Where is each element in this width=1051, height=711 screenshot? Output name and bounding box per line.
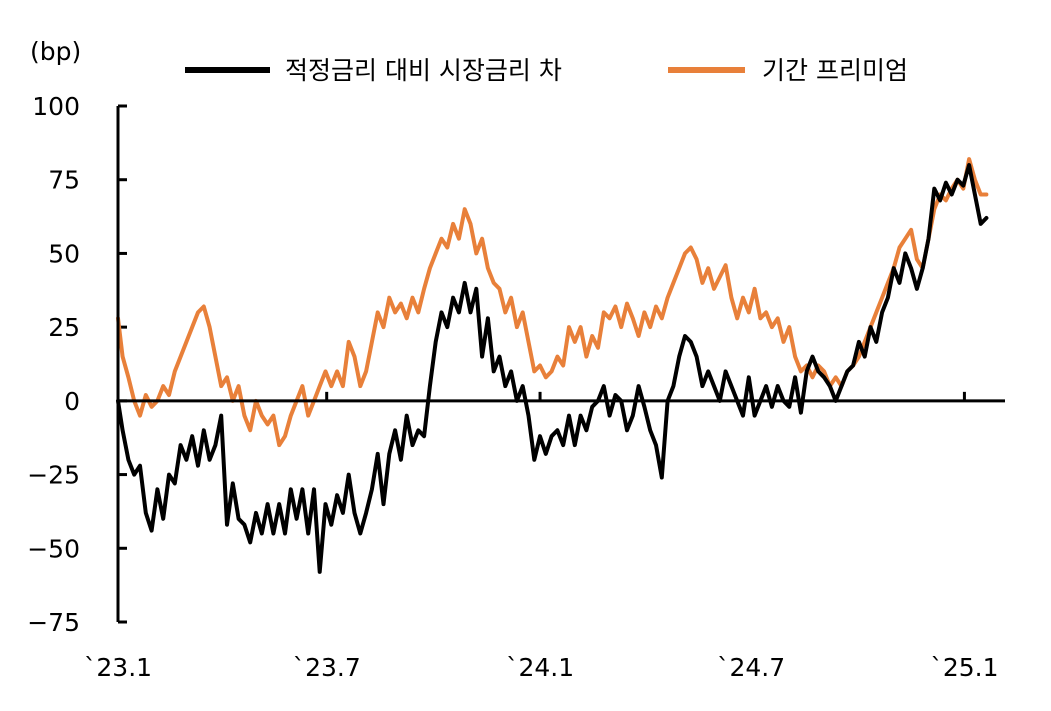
- y-tick-label: 50: [48, 239, 80, 268]
- y-axis-ticks: 100 75 50 25 0 −25 −50 −75: [27, 92, 127, 637]
- legend-label-series-1: 적정금리 대비 시장금리 차: [285, 56, 562, 85]
- legend-label-series-2: 기간 프리미엄: [762, 56, 908, 85]
- y-tick-label: 100: [32, 92, 80, 121]
- x-tick-label: `25.1: [930, 653, 998, 682]
- y-tick-label: 75: [48, 166, 80, 195]
- y-unit-label: (bp): [30, 37, 81, 66]
- x-axis-ticks: `23.1 `23.7 `24.1 `24.7 `25.1: [84, 391, 999, 682]
- y-tick-label: 25: [48, 313, 80, 342]
- x-tick-label: `24.7: [717, 653, 785, 682]
- series-layer: [116, 157, 989, 574]
- x-tick-label: `24.1: [506, 653, 574, 682]
- x-tick-label: `23.7: [293, 653, 361, 682]
- y-tick-label: 0: [64, 387, 80, 416]
- y-tick-label: −25: [27, 461, 80, 490]
- y-tick-label: −50: [27, 534, 80, 563]
- x-tick-label: `23.1: [84, 653, 152, 682]
- legend: 적정금리 대비 시장금리 차 기간 프리미엄: [185, 56, 908, 85]
- series-line-1: [116, 163, 989, 574]
- y-tick-label: −75: [27, 608, 80, 637]
